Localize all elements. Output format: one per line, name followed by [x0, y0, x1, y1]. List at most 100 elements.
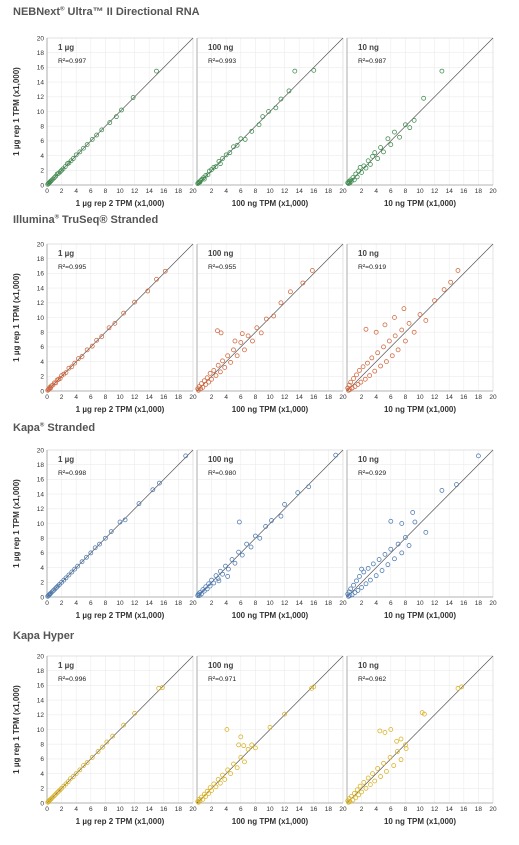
data-point	[423, 529, 429, 535]
data-point	[372, 150, 378, 156]
data-point	[359, 585, 364, 590]
x-tick-label: 8	[104, 188, 108, 195]
data-point	[183, 453, 189, 459]
y-tick-label: 16	[37, 477, 45, 484]
data-point	[92, 545, 98, 551]
identity-line	[46, 655, 194, 804]
x-tick-label: 4	[224, 394, 228, 401]
x-tick-label: 16	[460, 188, 468, 195]
data-point	[399, 327, 405, 333]
x-tick-label: 18	[475, 806, 483, 813]
panel-3-0: 0 2 4 6 8 10 12 14 16 18 20 0 2 4 6 8 10 12 14 16 18 20 1 µg R²…	[37, 653, 197, 826]
data-point	[373, 573, 379, 579]
y-tick-label: 12	[37, 300, 45, 307]
data-point	[348, 586, 354, 592]
data-point	[67, 776, 73, 782]
y-tick-label: 10	[37, 727, 45, 734]
data-point	[363, 581, 369, 587]
x-tick-label: 6	[389, 806, 393, 813]
x-tick-label: 10	[116, 394, 124, 401]
data-point	[398, 736, 404, 742]
data-point	[278, 300, 284, 306]
data-point	[367, 162, 373, 167]
data-point	[373, 329, 379, 335]
data-point	[236, 519, 242, 525]
x-tick-label: 20	[339, 806, 347, 813]
data-point	[229, 557, 235, 562]
data-point	[253, 745, 258, 751]
x-tick-label: 14	[296, 806, 304, 813]
data-point	[232, 338, 238, 344]
data-point	[238, 340, 244, 345]
x-tick-label: 14	[146, 394, 154, 401]
data-point	[455, 268, 461, 273]
data-point	[454, 482, 459, 487]
data-point	[412, 519, 418, 525]
x-tick-label: 4	[224, 806, 228, 813]
data-point	[401, 306, 407, 312]
data-point	[231, 347, 236, 353]
data-point	[57, 787, 63, 793]
x-tick-label: 2	[360, 188, 364, 195]
x-tick-label: 2	[360, 394, 364, 401]
data-point	[112, 321, 118, 326]
x-axis-label: 1 µg rep 2 TPM (x1,000)	[76, 199, 165, 208]
x-tick-label: 12	[431, 394, 439, 401]
data-point	[250, 338, 255, 344]
data-point	[375, 350, 381, 356]
data-point	[278, 513, 284, 519]
r-squared-label: R²=0.929	[358, 470, 386, 477]
data-point	[306, 484, 312, 490]
x-tick-label: 18	[475, 600, 483, 607]
data-point	[357, 574, 362, 579]
data-point	[215, 328, 220, 334]
data-point	[367, 782, 373, 787]
data-point	[358, 379, 364, 385]
data-point	[110, 733, 116, 739]
x-tick-label: 2	[60, 600, 64, 607]
data-point	[441, 287, 447, 292]
data-point	[211, 164, 217, 170]
y-tick-label: 12	[37, 712, 45, 719]
section-2: 1 µg rep 1 TPM (x1,000)0 2 4 6 8 10 12 14 16 18 20…	[12, 447, 497, 620]
data-point	[104, 739, 110, 745]
data-point	[269, 518, 274, 523]
data-point	[227, 150, 233, 156]
data-point	[63, 575, 69, 581]
data-point	[236, 549, 241, 555]
r-squared-label: R²=0.997	[58, 58, 86, 65]
y-tick-label: 0	[40, 388, 44, 395]
data-point	[288, 289, 293, 295]
x-tick-label: 2	[60, 188, 64, 195]
data-point	[406, 543, 412, 548]
data-point	[377, 728, 383, 734]
data-point	[388, 546, 394, 552]
y-tick-label: 10	[37, 109, 45, 116]
data-point	[351, 791, 357, 796]
data-point	[365, 360, 370, 366]
data-point	[423, 318, 429, 323]
data-point	[211, 781, 217, 787]
data-point	[66, 572, 72, 578]
data-point	[203, 382, 209, 387]
data-point	[72, 566, 78, 572]
data-point	[273, 105, 279, 111]
data-point	[363, 785, 369, 791]
data-point	[62, 164, 68, 169]
data-point	[365, 775, 371, 781]
data-point	[384, 359, 389, 364]
data-point	[239, 552, 245, 558]
x-tick-label: 4	[224, 600, 228, 607]
y-tick-label: 16	[37, 271, 45, 278]
data-point	[263, 524, 268, 529]
panel-label: 1 µg	[58, 43, 74, 52]
data-point	[222, 777, 228, 782]
y-tick-label: 0	[40, 182, 44, 189]
data-point	[311, 684, 317, 690]
data-point	[57, 169, 63, 175]
r-squared-label: R²=0.971	[208, 676, 236, 683]
data-point	[220, 156, 225, 161]
x-tick-label: 8	[254, 394, 258, 401]
data-point	[370, 561, 376, 567]
